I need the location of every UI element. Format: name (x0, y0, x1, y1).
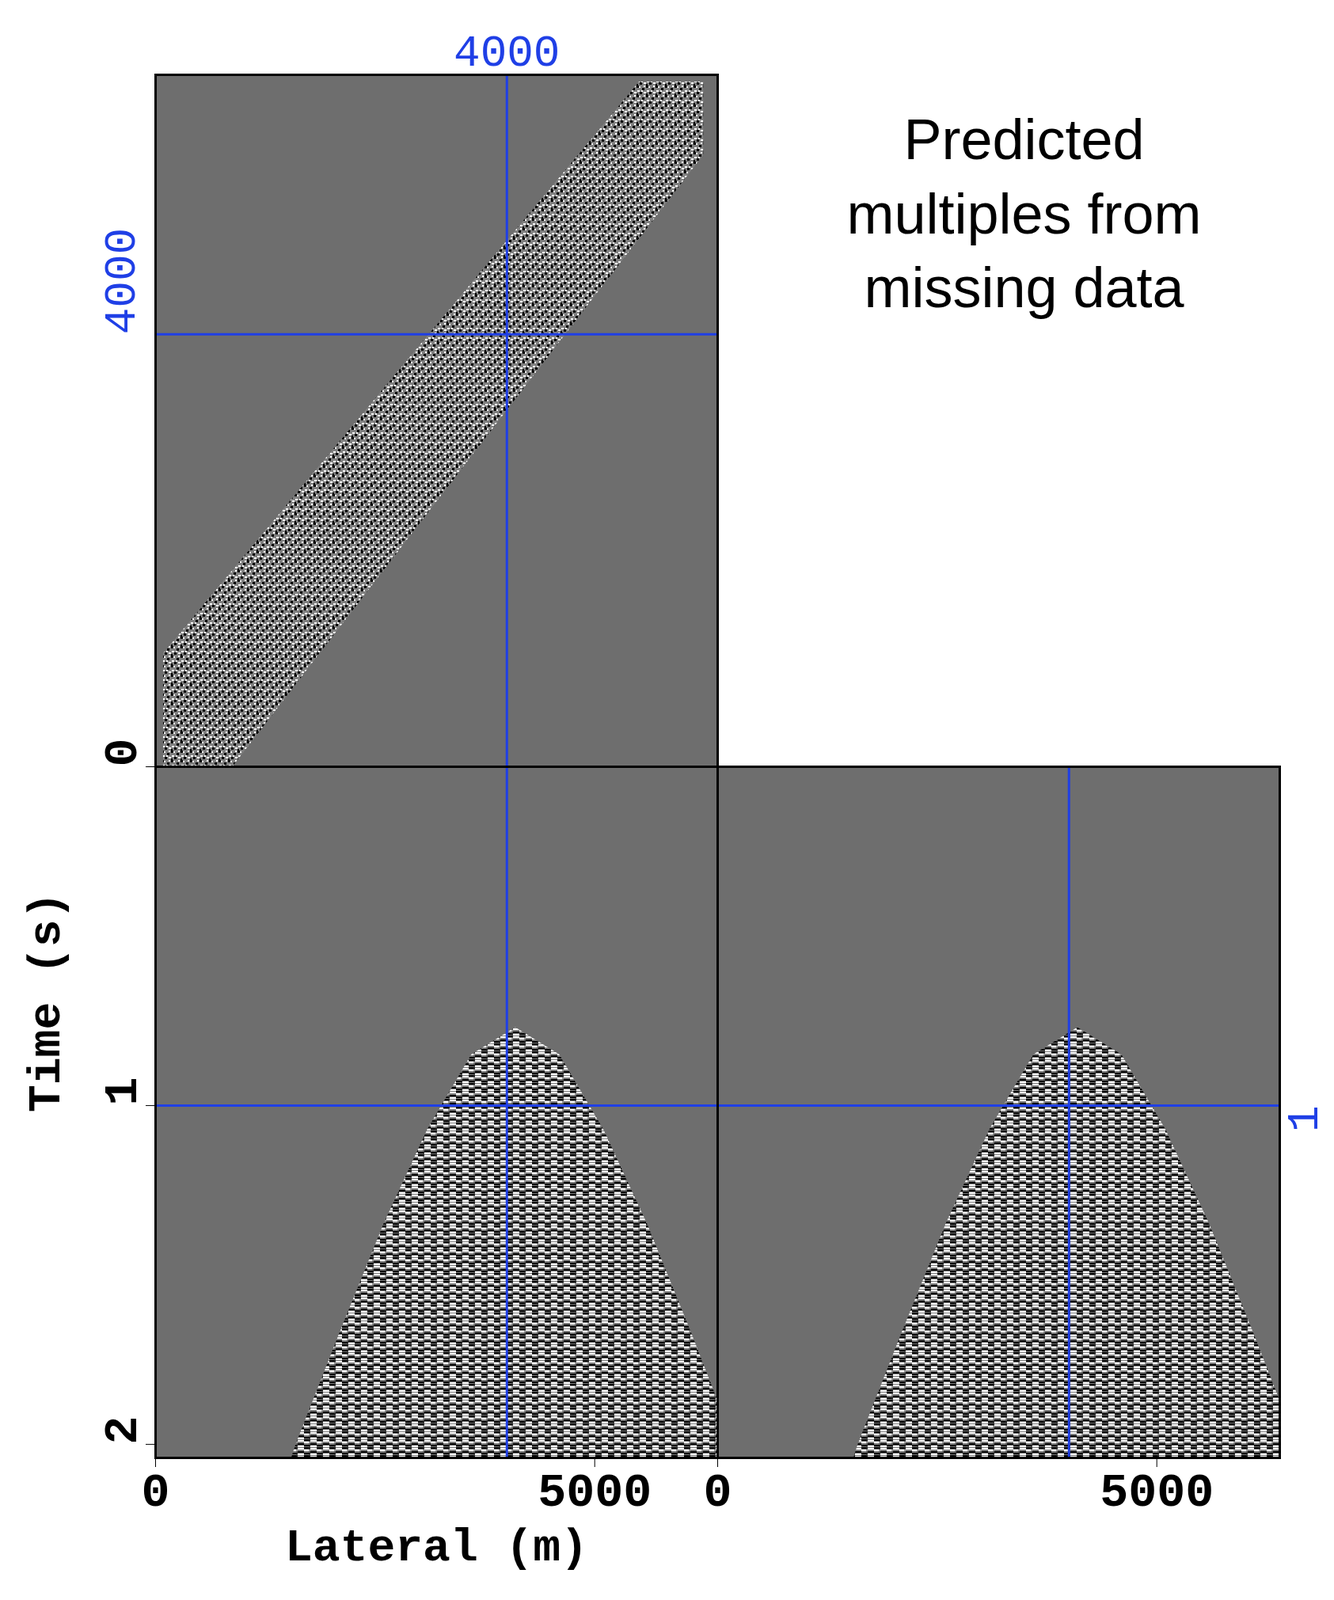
svg-text:0: 0 (703, 1466, 732, 1521)
svg-text:0: 0 (96, 737, 151, 767)
svg-text:5000: 5000 (537, 1466, 652, 1521)
svg-text:2: 2 (96, 1415, 151, 1445)
svg-text:Lateral (m): Lateral (m) (285, 1522, 589, 1574)
svg-text:4000: 4000 (97, 228, 149, 335)
svg-text:1: 1 (1280, 1105, 1331, 1133)
svg-text:4000: 4000 (453, 28, 560, 80)
svg-text:Predictedmultiples frommissing: Predictedmultiples frommissing data (846, 107, 1201, 320)
svg-text:0: 0 (140, 1466, 170, 1521)
svg-text:1: 1 (96, 1076, 151, 1106)
svg-text:Time (s): Time (s) (21, 892, 73, 1113)
svg-text:5000: 5000 (1099, 1466, 1214, 1521)
